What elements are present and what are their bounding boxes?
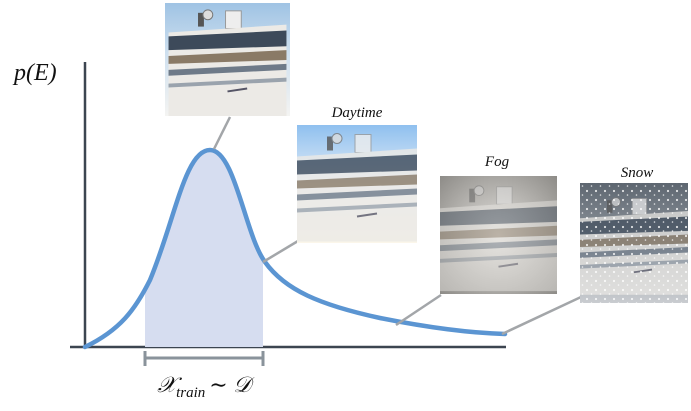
train-bracket xyxy=(143,351,265,366)
density-curve xyxy=(82,147,508,350)
image-label: Daytime xyxy=(331,105,383,121)
connectors xyxy=(212,116,582,336)
image-label: Snow xyxy=(621,165,654,181)
image-label: Fog xyxy=(484,154,510,170)
y-axis-label: p(E) xyxy=(12,60,57,86)
image-daytime: Daytime xyxy=(297,105,417,243)
train-relation: ∼ 𝒟 xyxy=(209,372,255,397)
train-subscript: train xyxy=(176,385,205,401)
image-fog: Fog xyxy=(440,154,557,294)
train-region xyxy=(145,150,263,347)
image-original xyxy=(165,3,290,116)
image-snow: Snow xyxy=(580,165,688,303)
train-label: 𝒳train ∼ 𝒟 xyxy=(157,372,255,401)
